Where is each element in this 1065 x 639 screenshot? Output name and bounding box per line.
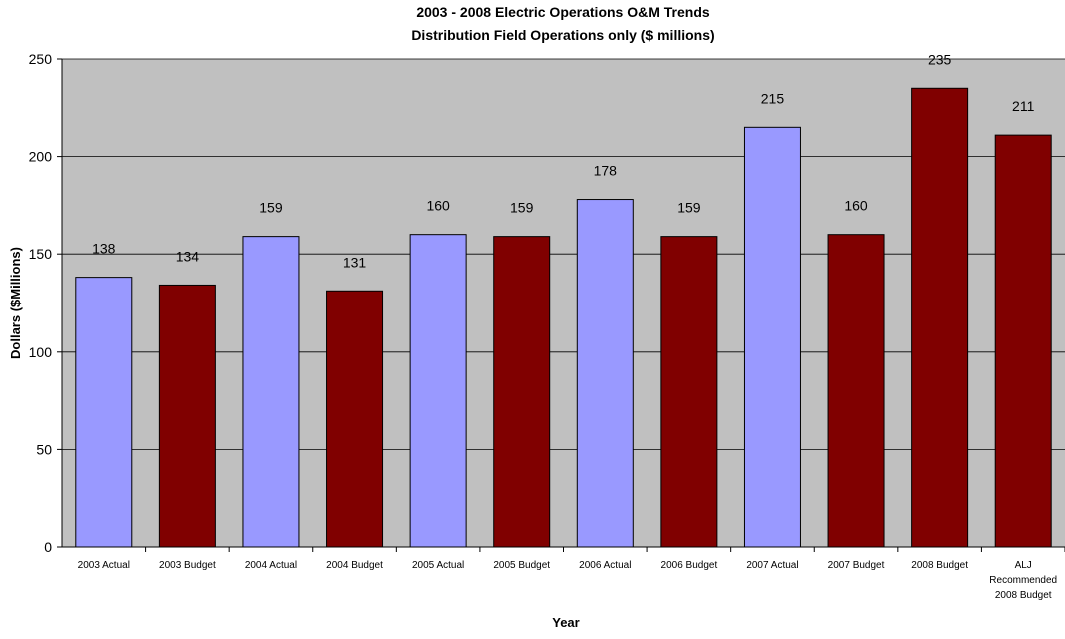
plot-area <box>62 59 1065 547</box>
data-label: 138 <box>92 241 116 257</box>
bar-budget <box>158 284 216 548</box>
bar-budget <box>994 134 1052 548</box>
y-tick-label: 50 <box>36 441 52 457</box>
gridlines <box>62 58 1065 450</box>
data-label: 159 <box>677 200 701 216</box>
x-tick-label: Recommended <box>989 575 1057 586</box>
y-tick-label: 250 <box>29 51 53 67</box>
x-tick-label: 2003 Actual <box>78 560 130 571</box>
bar-actual <box>75 277 133 548</box>
y-tick-label: 100 <box>29 344 53 360</box>
data-label: 215 <box>761 90 785 106</box>
data-label: 160 <box>426 198 450 214</box>
chart-title-line-1: 2003 - 2008 Electric Operations O&M Tren… <box>416 4 710 20</box>
x-tick-label: 2006 Budget <box>661 560 718 571</box>
bar-actual <box>409 234 467 548</box>
bar-actual <box>743 126 801 548</box>
y-tick-label: 200 <box>29 149 53 165</box>
bar-budget <box>493 236 551 548</box>
x-tick-label: 2005 Budget <box>493 560 550 571</box>
y-tick-label: 150 <box>29 246 53 262</box>
x-tick-label: ALJ <box>1015 560 1032 571</box>
data-label: 159 <box>510 200 534 216</box>
x-tick-label: 2005 Actual <box>412 560 464 571</box>
x-tick-label: 2007 Actual <box>746 560 798 571</box>
x-axis-title: Year <box>552 615 579 630</box>
data-label: 160 <box>844 198 868 214</box>
axes <box>57 58 1065 552</box>
x-tick-label: 2008 Budget <box>995 590 1052 601</box>
data-label: 235 <box>928 51 952 67</box>
x-tick-label: 2004 Actual <box>245 560 297 571</box>
data-label: 211 <box>1012 98 1035 114</box>
data-labels: 138 134 159 131 160 159 178 159 215 160 235 211 <box>92 51 1034 270</box>
x-tick-label: 2006 Actual <box>579 560 631 571</box>
x-tick-label: 2004 Budget <box>326 560 383 571</box>
y-axis-title: Dollars ($Millions) <box>8 247 23 359</box>
data-label: 159 <box>259 200 283 216</box>
data-label: 134 <box>176 248 200 264</box>
x-tick-labels: 2003 Actual 2003 Budget 2004 Actual 2004 Bu… <box>78 560 1057 601</box>
x-tick-label: 2008 Budget <box>911 560 968 571</box>
bar-budget <box>660 236 718 548</box>
data-label: 131 <box>343 254 367 270</box>
x-tick-label: 2003 Budget <box>159 560 216 571</box>
y-tick-labels: 0 50 100 150 200 250 <box>29 51 53 555</box>
bars <box>75 87 1052 548</box>
x-tick-label: 2007 Budget <box>828 560 885 571</box>
bar-budget <box>326 290 384 548</box>
bar-budget <box>911 87 969 548</box>
y-tick-label: 0 <box>44 539 52 555</box>
chart-title-line-2: Distribution Field Operations only ($ mi… <box>411 27 714 43</box>
data-label: 178 <box>594 163 618 179</box>
bar-budget <box>827 234 885 548</box>
bar-actual <box>576 199 634 548</box>
bar-actual <box>242 236 300 548</box>
